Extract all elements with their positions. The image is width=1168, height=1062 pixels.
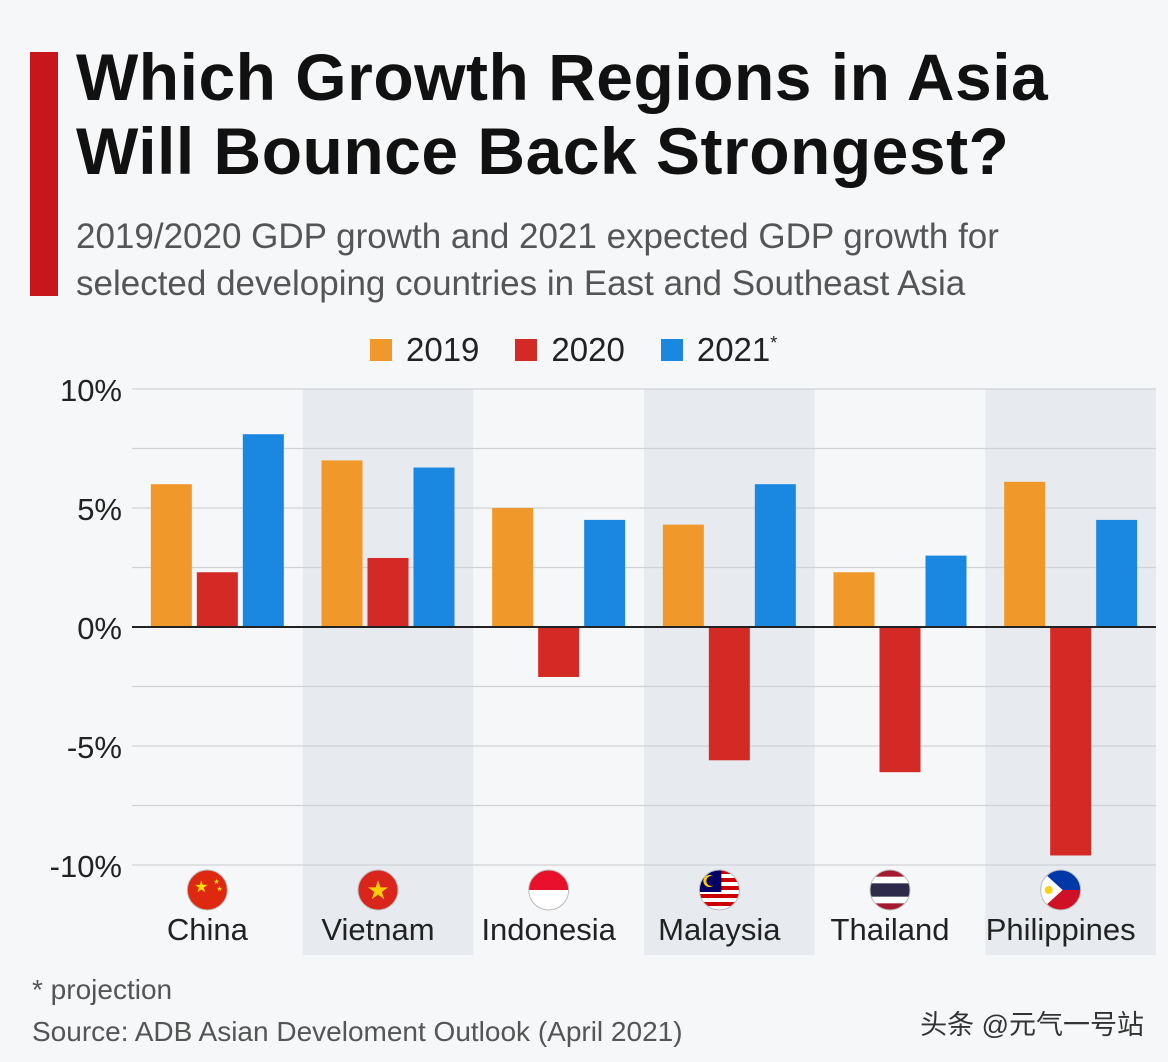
category-label-china: China [167,912,249,947]
legend-item-2021: 2021* [660,331,777,369]
category-label-indonesia: Indonesia [481,912,616,947]
bar-2020-indonesia [538,627,580,677]
chart-legend: 2019 2020 2021* [370,330,813,370]
bar-2021-philippines [1096,519,1138,627]
bar-2020-vietnam [367,557,409,627]
bar-2020-thailand [879,627,921,773]
title-line-2: Will Bounce Back Strongest? [76,114,1010,188]
category-label-vietnam: Vietnam [321,912,434,947]
subtitle-line-1: 2019/2020 GDP growth and 2021 expected G… [76,217,999,256]
bar-2021-vietnam [413,467,455,627]
svg-text:★: ★ [366,876,389,906]
title-line-1: Which Growth Regions in Asia [76,40,1049,114]
y-tick-label: 5% [77,492,122,527]
philippines-flag-icon [1040,869,1082,911]
bar-2021-indonesia [584,519,626,627]
indonesia-flag-icon [528,869,570,911]
thailand-flag-icon [869,869,911,911]
watermark: 头条 @元气一号站 [920,1010,1144,1040]
china-flag-icon: ★ ★★ [186,869,228,911]
subtitle: 2019/2020 GDP growth and 2021 expected G… [76,213,1156,307]
legend-swatch-2019 [370,339,392,361]
bar-2019-philippines [1004,481,1046,627]
svg-text:★: ★ [216,885,222,893]
y-tick-label: 0% [77,611,122,646]
bar-2019-indonesia [492,508,534,627]
bar-2019-thailand [833,572,875,627]
svg-text:★: ★ [194,877,208,896]
vietnam-flag-icon: ★ [357,869,399,911]
legend-item-2019: 2019 [370,331,479,369]
legend-label-2021-text: 2021 [696,331,771,368]
malaysia-flag-icon [698,869,740,911]
bar-2019-china [150,484,192,627]
y-tick-label: 10% [60,373,122,408]
y-tick-label: -10% [50,849,122,884]
page-title: Which Growth Regions in Asia Will Bounce… [76,40,1146,188]
subtitle-line-2: selected developing countries in East an… [76,264,966,303]
category-label-philippines: Philippines [986,912,1136,947]
legend-label-2019: 2019 [406,331,480,368]
accent-bar [30,52,58,296]
category-label-malaysia: Malaysia [658,912,781,947]
svg-text:★: ★ [213,878,219,886]
bar-2021-china [242,434,284,627]
legend-item-2020: 2020 [515,331,625,369]
bar-2021-malaysia [754,484,796,627]
legend-label-2020: 2020 [551,331,625,368]
legend-swatch-2021 [660,339,683,361]
footnote: * projection [32,974,173,1005]
bar-2019-malaysia [662,524,704,627]
bar-2020-malaysia [708,627,750,761]
bar-2020-philippines [1050,627,1092,856]
bar-2020-china [196,572,238,627]
legend-swatch-2020 [515,339,538,361]
y-tick-label: -5% [67,730,122,765]
legend-label-2021: 2021* [697,331,777,369]
source-note: Source: ADB Asian Develoment Outlook (Ap… [32,1016,683,1047]
gdp-bar-chart: 10%5%0%-5%-10%★ ★★China★Vietnam Indonesia M… [50,373,1156,955]
bar-2019-vietnam [321,460,363,627]
projection-marker: * [770,333,778,353]
bar-2021-thailand [925,555,967,627]
category-label-thailand: Thailand [831,912,950,947]
